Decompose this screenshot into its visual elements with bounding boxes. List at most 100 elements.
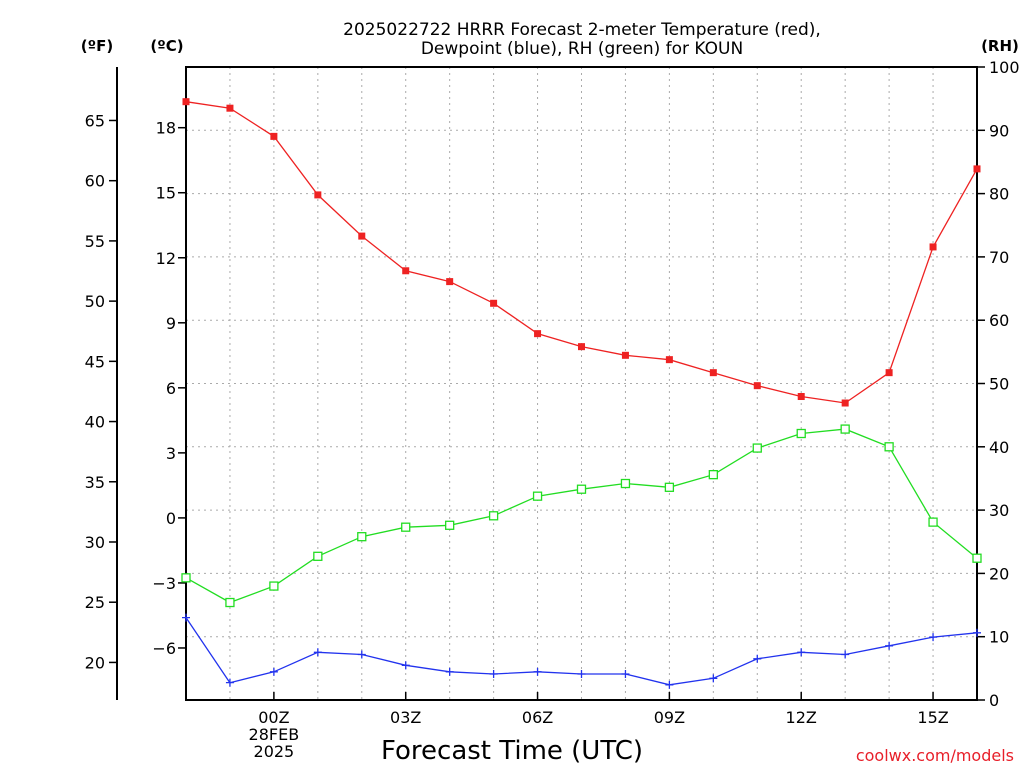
- temperature-point: [226, 104, 234, 112]
- x-tick-label: 03Z: [390, 708, 421, 727]
- celsius-tick-label: 3: [166, 444, 176, 463]
- fahrenheit-tick-label: 20: [85, 653, 105, 672]
- rh-tick-label: 10: [989, 628, 1009, 647]
- celsius-tick-label: −6: [152, 639, 176, 658]
- rh-point: [445, 520, 455, 530]
- rh-point: [532, 491, 543, 501]
- rh-tick-label: 40: [989, 438, 1009, 457]
- rh-tick-label: 50: [989, 375, 1009, 394]
- fahrenheit-tick-label: 40: [85, 413, 105, 432]
- temperature-point: [797, 393, 805, 401]
- temperature-point: [709, 369, 717, 377]
- rh-tick-label: 20: [989, 564, 1009, 583]
- fahrenheit-tick-label: 25: [85, 593, 105, 612]
- x-tick-label: 2025: [254, 742, 295, 761]
- fahrenheit-tick-label: 50: [85, 292, 105, 311]
- rh-tick-label: 100: [989, 58, 1020, 77]
- x-tick-label: 06Z: [522, 708, 553, 727]
- rh-point: [620, 478, 631, 489]
- temperature-point: [490, 299, 498, 307]
- dewpoint-point: [313, 648, 322, 657]
- dewpoint-point: [401, 661, 410, 670]
- dewpoint-point: [709, 674, 718, 683]
- rh-tick-label: 0: [989, 691, 999, 710]
- dewpoint-point: [797, 648, 806, 657]
- celsius-tick-label: 9: [166, 314, 176, 333]
- dewpoint-point: [225, 678, 234, 687]
- celsius-tick-label: 6: [166, 379, 176, 398]
- rh-point: [357, 532, 367, 542]
- rh-point: [884, 442, 894, 452]
- rh-point: [269, 581, 279, 591]
- temperature-point: [314, 191, 322, 199]
- temperature-point: [578, 343, 585, 351]
- temperature-point: [402, 267, 410, 275]
- temperature-point: [534, 330, 542, 338]
- rh-point: [752, 443, 762, 453]
- rh-point: [708, 470, 718, 480]
- rh-point: [664, 482, 675, 492]
- rh-point: [225, 597, 235, 608]
- celsius-tick-label: 18: [156, 119, 176, 138]
- x-tick-label: 09Z: [654, 708, 685, 727]
- rh-point: [181, 573, 191, 583]
- dewpoint-point: [577, 669, 586, 678]
- rh-point: [972, 553, 982, 563]
- rh-point: [928, 517, 938, 527]
- celsius-unit-label: (ºC): [150, 37, 183, 55]
- temperature-point: [885, 369, 893, 377]
- temperature-point: [270, 132, 278, 140]
- chart-title-line-2: Dewpoint (blue), RH (green) for KOUN: [421, 39, 743, 59]
- fahrenheit-unit-label: (ºF): [81, 37, 113, 55]
- dewpoint-point: [533, 667, 542, 676]
- x-tick-label: 28FEB: [249, 725, 300, 744]
- dewpoint-point: [665, 680, 674, 689]
- temperature-point: [358, 232, 366, 240]
- rh-tick-label: 70: [989, 248, 1009, 267]
- fahrenheit-tick-label: 35: [85, 473, 105, 492]
- rh-point: [796, 428, 806, 439]
- dewpoint-point: [269, 667, 278, 676]
- x-tick-label: 15Z: [917, 708, 948, 727]
- rh-point: [576, 484, 587, 494]
- dewpoint-point: [182, 613, 190, 622]
- celsius-tick-label: 0: [166, 509, 176, 528]
- rh-point: [313, 551, 323, 561]
- dewpoint-point: [973, 628, 981, 637]
- x-tick-label: 00Z: [258, 708, 289, 727]
- rh-tick-label: 30: [989, 501, 1009, 520]
- temperature-point: [182, 98, 190, 106]
- rh-point: [401, 522, 411, 532]
- dewpoint-point: [621, 669, 630, 678]
- rh-tick-label: 90: [989, 121, 1009, 140]
- dewpoint-point: [357, 650, 366, 659]
- temperature-point: [929, 243, 937, 251]
- fahrenheit-tick-label: 55: [85, 232, 105, 251]
- temperature-point: [841, 399, 849, 407]
- tick-labels: −6−3036912151820253035404550556065010203…: [85, 58, 1020, 761]
- x-tick-label: 12Z: [786, 708, 817, 727]
- fahrenheit-tick-label: 30: [85, 533, 105, 552]
- fahrenheit-tick-label: 65: [85, 111, 105, 130]
- fahrenheit-tick-label: 60: [85, 172, 105, 191]
- x-axis-title: Forecast Time (UTC): [381, 736, 643, 766]
- celsius-tick-label: 12: [156, 249, 176, 268]
- axes: [109, 66, 985, 701]
- dewpoint-point: [929, 633, 938, 642]
- temperature-point: [665, 356, 673, 364]
- temperature-point: [621, 351, 629, 359]
- data-series: [181, 98, 982, 689]
- dewpoint-point: [885, 641, 894, 650]
- rh-tick-label: 80: [989, 185, 1009, 204]
- temperature-point: [446, 278, 454, 286]
- rh-unit-label: (RH): [981, 37, 1019, 55]
- celsius-tick-label: −3: [152, 574, 176, 593]
- fahrenheit-tick-label: 45: [85, 352, 105, 371]
- dewpoint-point: [489, 669, 498, 678]
- temperature-point: [753, 382, 761, 390]
- temperature-point: [973, 165, 981, 173]
- rh-tick-label: 60: [989, 311, 1009, 330]
- rh-point: [488, 511, 499, 521]
- dewpoint-point: [841, 650, 850, 659]
